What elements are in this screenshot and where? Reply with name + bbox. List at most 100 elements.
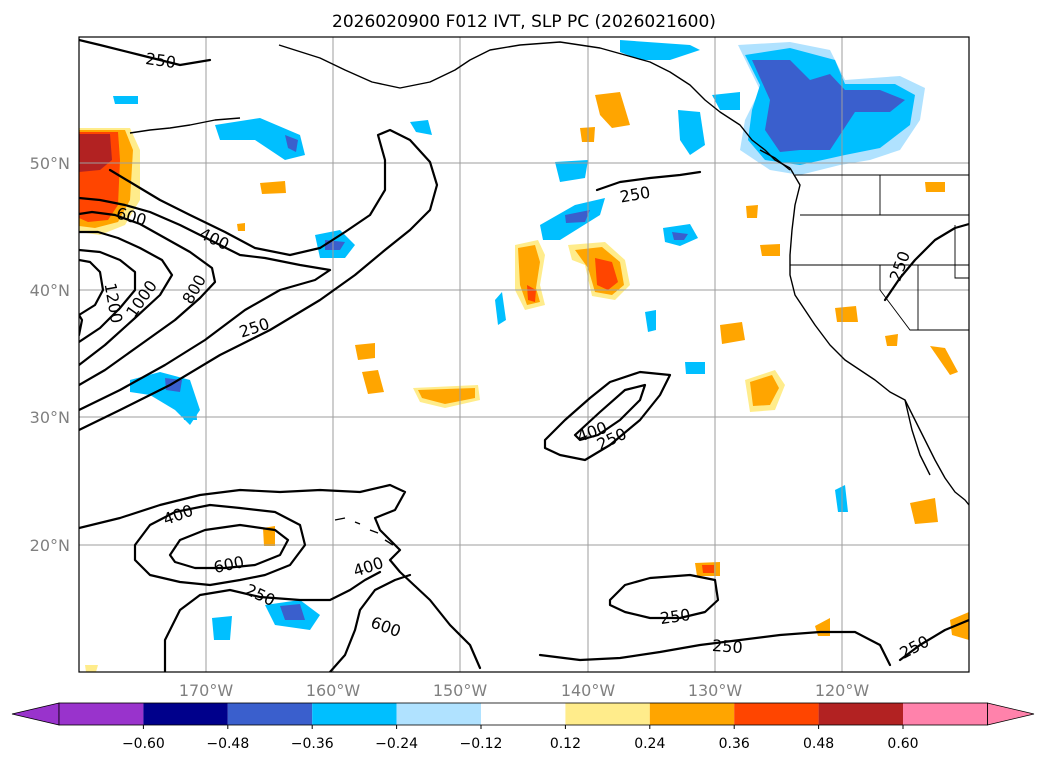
colorbar-bin-1 — [59, 703, 144, 725]
contour-south2-400 — [328, 573, 412, 672]
shade-c4-neg-s — [565, 210, 590, 223]
contour-coast-250 — [883, 222, 969, 302]
baja — [904, 399, 931, 476]
colorbar-bin-6 — [481, 703, 566, 725]
clabel-1: 250 — [144, 49, 177, 72]
colorbar-label-9: 0.48 — [803, 736, 834, 752]
shade-c6-neg-s — [672, 232, 688, 240]
shade-p16 — [930, 346, 958, 375]
clabel-18: 250 — [711, 636, 743, 657]
colorbar-extend-right — [987, 702, 1035, 726]
shade-seak-neg — [712, 92, 740, 110]
contour-west-800 — [79, 230, 174, 367]
longitude-labels: 170°W 160°W 150°W 140°W 130°W 120°W — [179, 681, 870, 700]
shade-c1-neg — [215, 118, 305, 160]
colorbar-bin-8 — [649, 703, 735, 725]
shade-c13-neg — [113, 96, 138, 104]
contour-south-250 — [79, 483, 482, 670]
shade-p12 — [925, 182, 945, 192]
map-area: 250 600 400 1200 1000 800 250 250 400 25… — [79, 37, 969, 672]
shade-p17 — [263, 526, 275, 546]
colorbar-extend-left — [11, 702, 60, 726]
hawaii — [334, 517, 394, 546]
colorbar: −0.60 −0.48 −0.36 −0.24 −0.12 0.12 0.24 … — [11, 702, 1035, 752]
shade-c5-neg — [555, 160, 588, 182]
colorbar-bin-4 — [312, 703, 397, 725]
shade-p15 — [950, 612, 969, 640]
colorbar-label-2: −0.48 — [206, 736, 249, 752]
gridlines — [79, 37, 969, 672]
colorbar-label-8: 0.36 — [719, 736, 750, 752]
colorbar-label-7: 0.24 — [634, 736, 665, 752]
shade-p9 — [595, 92, 630, 128]
colorbar-bin-7 — [565, 703, 650, 725]
contour-center-250 — [543, 370, 672, 462]
colorbar-bin-2 — [143, 703, 228, 725]
colorbar-bin-9 — [734, 703, 819, 725]
lat-label-30: 30°N — [30, 408, 70, 427]
shade-p22 — [746, 205, 758, 218]
shade-c9-neg — [685, 362, 705, 374]
colorbar-frame — [58, 702, 988, 726]
lon-label-120w: 120°W — [815, 681, 870, 700]
colorbar-label-5: −0.12 — [460, 736, 503, 752]
shade-alaska-neg — [620, 40, 700, 60]
colorbar-label-3: −0.36 — [291, 736, 334, 752]
lat-label-40: 40°N — [30, 281, 70, 300]
colorbar-label-1: −0.60 — [122, 736, 165, 752]
clabel-17: 250 — [659, 605, 692, 628]
colorbar-ticks — [142, 725, 904, 729]
contour-center-400 — [573, 383, 647, 442]
alaska-coast — [278, 41, 791, 169]
contour-nw-250 — [79, 38, 212, 67]
shade-c1-neg-s — [285, 135, 298, 152]
contour-west-inner — [79, 313, 84, 337]
colorbar-label-10: 0.60 — [887, 736, 918, 752]
shade-c7-neg — [495, 292, 506, 325]
contour-se2-250 — [538, 630, 892, 667]
shade-c3-neg — [130, 372, 200, 425]
contour-west-1200 — [79, 258, 105, 317]
shade-alaska2-neg — [678, 110, 705, 155]
chart-title: 2026020900 F012 IVT, SLP PC (2026021600) — [332, 12, 716, 32]
lon-label-150w: 150°W — [433, 681, 488, 700]
shade-p10 — [910, 498, 938, 524]
shade-p6 — [355, 343, 375, 360]
shade-p7 — [260, 181, 286, 194]
shade-p23 — [237, 223, 245, 231]
west-coast — [789, 167, 969, 506]
colorbar-bin-5 — [396, 703, 481, 725]
contour-south2-250 — [163, 570, 382, 672]
contour-west-250 — [79, 128, 439, 432]
colorbar-label-6: 0.12 — [550, 736, 581, 752]
shade-p13 — [835, 306, 858, 322]
shade-p5 — [362, 370, 384, 394]
shade-p14 — [760, 244, 780, 256]
contour-south-400 — [133, 503, 307, 587]
shade-p3-m — [418, 388, 475, 404]
contour-se3-250 — [898, 618, 969, 662]
contour-west-1000 — [79, 248, 137, 344]
state-borders — [790, 175, 969, 331]
colorbar-label-4: −0.24 — [375, 736, 418, 752]
shade-c11-neg — [212, 616, 232, 640]
aleutians — [129, 117, 241, 134]
shade-p11-s — [702, 565, 714, 573]
lon-label-160w: 160°W — [306, 681, 361, 700]
colorbar-bin-3 — [227, 703, 313, 725]
shade-p19 — [885, 334, 898, 346]
contour-ne-250 — [595, 170, 702, 192]
lat-label-50: 50°N — [30, 154, 70, 173]
shade-c10-neg-s — [280, 604, 305, 620]
vancouver-island — [759, 149, 791, 171]
colorbar-bin-10 — [818, 703, 903, 725]
map-frame — [78, 36, 970, 673]
contour-west-600 — [79, 210, 217, 387]
contour-south-600 — [168, 523, 290, 570]
slp-contours — [79, 38, 969, 672]
shade-c15-neg — [182, 402, 197, 420]
lon-label-170w: 170°W — [179, 681, 234, 700]
shade-gulf-neg-strong — [752, 60, 905, 152]
lon-label-140w: 140°W — [561, 681, 616, 700]
